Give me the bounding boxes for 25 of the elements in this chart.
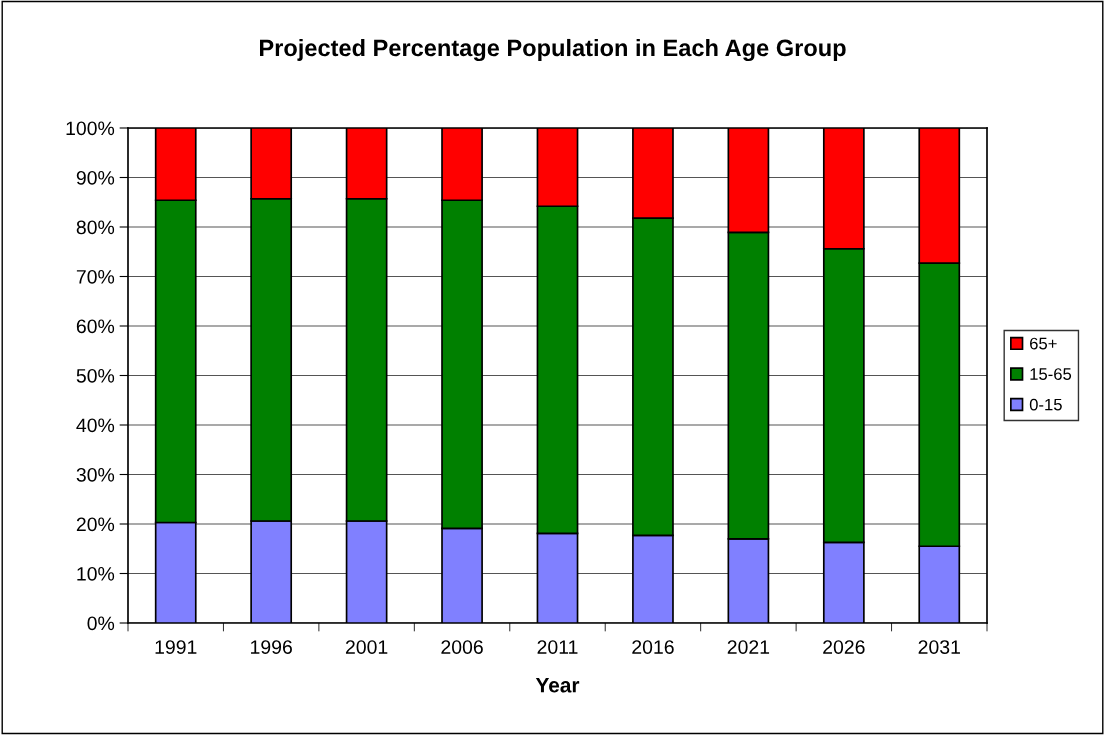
chart-title: Projected Percentage Population in Each Age Group — [260, 38, 846, 62]
x-tick-label: 1996 — [251, 640, 292, 654]
y-tick-label: 0% — [87, 616, 115, 631]
x-tick-label: 2006 — [441, 640, 483, 654]
x-axis-title: Year — [535, 678, 580, 693]
y-tick-label: 10% — [77, 566, 115, 581]
x-tick-label: 2021 — [727, 640, 770, 654]
legend-label: 65+ — [1030, 337, 1057, 350]
x-tick-label: 1991 — [155, 640, 197, 654]
y-tick-label: 50% — [76, 368, 115, 383]
y-tick-label: 30% — [76, 467, 115, 482]
legend-label: 0-15 — [1029, 398, 1062, 411]
y-tick-label: 90% — [76, 170, 115, 185]
x-tick-label: 2011 — [537, 640, 578, 654]
y-tick-label: 60% — [76, 319, 115, 334]
y-tick-label: 70% — [76, 269, 115, 284]
x-tick-label: 2031 — [918, 640, 960, 654]
y-tick-label: 100% — [66, 121, 115, 136]
y-tick-label: 20% — [76, 517, 115, 532]
x-tick-label: 2016 — [632, 640, 674, 654]
legend-label: 15-65 — [1030, 368, 1072, 380]
x-tick-label: 2026 — [823, 640, 865, 654]
x-tick-label: 2001 — [345, 640, 388, 654]
y-tick-label: 80% — [76, 220, 115, 235]
y-tick-label: 40% — [76, 418, 115, 433]
